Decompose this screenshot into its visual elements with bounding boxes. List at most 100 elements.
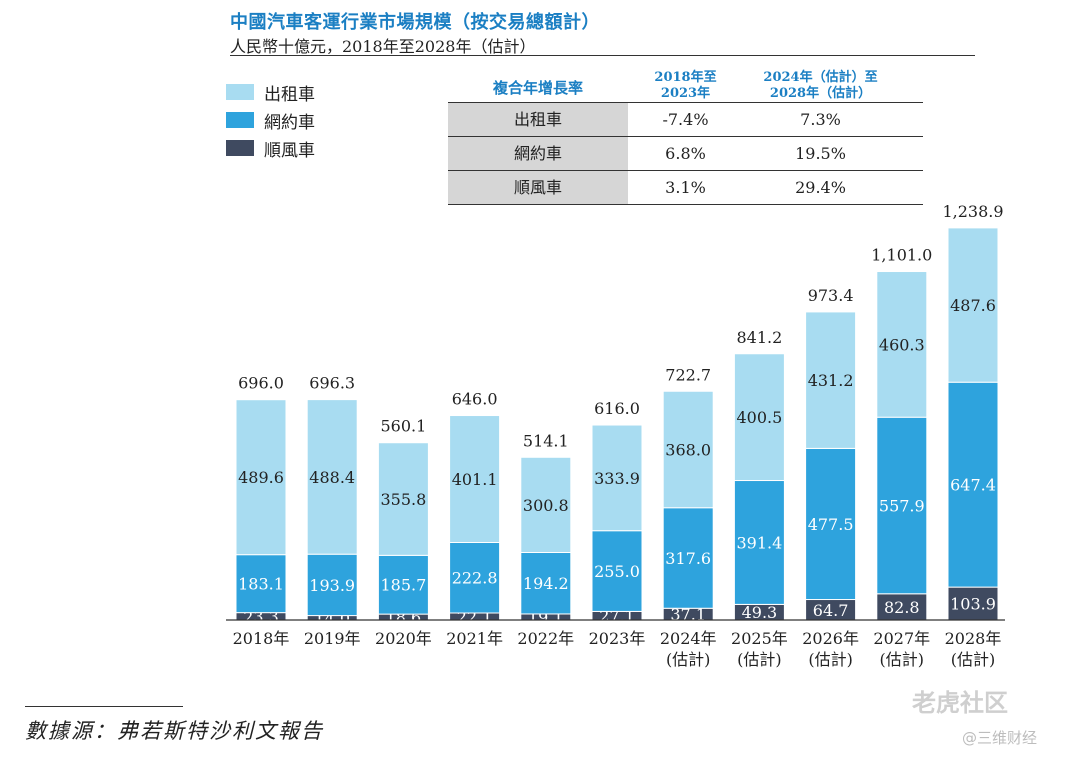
x-tick-label: 2024年: [660, 629, 717, 648]
total-label: 841.2: [736, 328, 782, 347]
x-tick-label: 2028年: [945, 629, 1002, 648]
cagr-header-label: 複合年增長率: [492, 79, 583, 97]
bar-segment: [947, 227, 999, 383]
data-label: 300.8: [523, 496, 569, 515]
data-label: 355.8: [380, 490, 426, 509]
legend-swatch-taxi: [226, 84, 254, 100]
data-label: 222.8: [452, 569, 498, 588]
bar-segment: [306, 553, 358, 617]
cagr-table-bottom-rule: [448, 204, 923, 205]
chart-title: 中國汽車客運行業市場規模（按交易總額計）: [230, 12, 600, 33]
total-label: 560.1: [380, 417, 426, 436]
data-label: 400.5: [736, 408, 782, 427]
data-label: 37.1: [670, 605, 706, 624]
legend-label-ride-hailing: 網約車: [264, 112, 315, 133]
x-tick-label: (估計): [951, 650, 996, 669]
data-label: 103.9: [950, 595, 996, 614]
data-label: 194.2: [523, 574, 569, 593]
data-label: 401.1: [452, 470, 498, 489]
data-label: 488.4: [309, 468, 355, 487]
total-label: 696.3: [309, 374, 355, 393]
cagr-row-label: 網約車: [448, 137, 628, 170]
cagr-header-period1: 2018年至 2023年: [654, 70, 717, 101]
bar-segment: [662, 390, 714, 509]
cagr-value: -7.4%: [662, 110, 709, 129]
bar-segment: [591, 530, 643, 612]
bar-segment: [591, 424, 643, 532]
total-label: 514.1: [523, 431, 569, 450]
legend-swatch-carpool: [226, 140, 254, 156]
data-label: 82.8: [884, 598, 920, 617]
cagr-row-label: 順風車: [448, 171, 628, 204]
watermark-sanwei: @三维财经: [962, 729, 1038, 747]
bar-segment: [377, 442, 429, 556]
data-label: 647.4: [950, 476, 996, 495]
data-label: 317.6: [665, 549, 711, 568]
data-label: 183.1: [238, 575, 284, 594]
cagr-row-ride-hailing: 網約車 6.8% 19.5%: [448, 136, 923, 170]
bar-segment: [306, 399, 358, 555]
bar-segment: [377, 554, 429, 615]
data-label: 489.6: [238, 468, 284, 487]
x-tick-label: (估計): [808, 650, 853, 669]
data-label: 185.7: [380, 576, 426, 595]
cagr-row-taxi: 出租車 -7.4% 7.3%: [448, 102, 923, 136]
x-tick-label: (估計): [737, 650, 782, 669]
total-label: 1,238.9: [942, 202, 1003, 221]
x-tick-label: 2025年: [731, 629, 788, 648]
cagr-row-carpool: 順風車 3.1% 29.4%: [448, 170, 923, 204]
cagr-row-label: 出租車: [448, 103, 628, 136]
data-label: 460.3: [879, 335, 925, 354]
bar-segment: [235, 399, 287, 556]
bar-segment: [662, 507, 714, 609]
x-tick-label: 2027年: [873, 629, 930, 648]
cagr-value: 19.5%: [795, 144, 846, 163]
cagr-table-header: 複合年增長率 2018年至 2023年 2024年（估計）至 2028年（估計）: [448, 58, 923, 102]
total-label: 646.0: [452, 390, 498, 409]
bar-segment: [876, 416, 928, 595]
title-divider: [230, 55, 975, 56]
total-label: 696.0: [238, 374, 284, 393]
data-label: 431.2: [808, 371, 854, 390]
data-label: 391.4: [736, 533, 782, 552]
bar-segment: [947, 586, 999, 621]
data-label: 477.5: [808, 515, 854, 534]
chart-subtitle: 人民幣十億元，2018年至2028年（估計）: [230, 37, 536, 56]
legend-label-carpool: 順風車: [264, 140, 315, 161]
data-label: 487.6: [950, 296, 996, 315]
data-label: 557.9: [879, 497, 925, 516]
legend: 出租車 網約車 順風車: [226, 78, 315, 162]
bar-segment: [876, 271, 928, 418]
cagr-value: 29.4%: [795, 178, 846, 197]
bar-segment: [947, 381, 999, 588]
bar-segment: [449, 415, 501, 543]
bar-segment: [805, 311, 857, 449]
cagr-value: 7.3%: [800, 110, 841, 129]
x-tick-label: 2021年: [446, 629, 503, 648]
total-label: 973.4: [808, 286, 854, 305]
x-tick-label: 2023年: [589, 629, 646, 648]
source-divider: [25, 706, 183, 707]
x-tick-label: (估計): [666, 650, 711, 669]
x-tick-label: 2022年: [517, 629, 574, 648]
total-label: 616.0: [594, 399, 640, 418]
x-tick-label: 2019年: [304, 629, 361, 648]
data-label: 193.9: [309, 576, 355, 595]
data-label: 255.0: [594, 562, 640, 581]
data-label: 333.9: [594, 469, 640, 488]
bar-segment: [733, 353, 785, 482]
x-tick-label: 2026年: [802, 629, 859, 648]
x-tick-label: (估計): [880, 650, 925, 669]
legend-item-ride-hailing: 網約車: [226, 106, 315, 134]
data-label: 49.3: [742, 603, 778, 622]
total-label: 1,101.0: [871, 246, 932, 265]
legend-label-taxi: 出租車: [264, 84, 315, 105]
bar-segment: [733, 480, 785, 605]
source-note: 數據源：弗若斯特沙利文報告: [25, 719, 324, 743]
cagr-header-period2: 2024年（估計）至 2028年（估計）: [763, 70, 878, 101]
total-label: 722.7: [665, 365, 711, 384]
bar-segment: [235, 554, 287, 614]
bar-segment: [520, 456, 572, 553]
cagr-table: 複合年增長率 2018年至 2023年 2024年（估計）至 2028年（估計） 出…: [448, 58, 923, 205]
